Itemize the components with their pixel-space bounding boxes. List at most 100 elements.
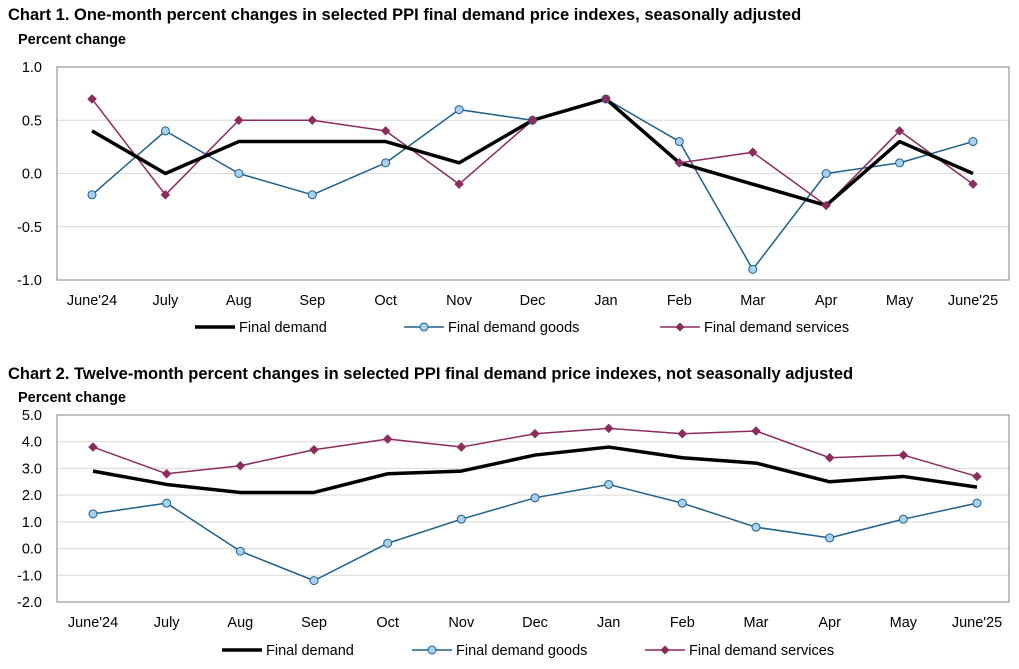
chart2-ytick-label: 1.0 — [22, 515, 42, 531]
chart1-xtick-label: Mar — [740, 293, 765, 309]
chart2-xtick-label: June'24 — [68, 615, 118, 631]
chart1-xtick-label: Sep — [299, 293, 325, 309]
chart1-services-point — [821, 200, 832, 211]
chart1-ytick-label: -1.0 — [17, 273, 42, 289]
chart1-legend-label: Final demand — [239, 320, 327, 336]
chart1-goods-point — [895, 158, 905, 168]
chart1-xtick-label: June'24 — [67, 293, 117, 309]
chart2-goods-point — [88, 509, 98, 519]
chart2-xtick-label: Feb — [670, 615, 695, 631]
chart1-goods-point — [968, 137, 978, 147]
chart2-ytick-label: -2.0 — [17, 595, 42, 611]
chart1-ytick-label: 0.0 — [22, 167, 42, 183]
chart2-ytick-label: 5.0 — [22, 408, 42, 424]
chart1-xtick-label: Feb — [667, 293, 692, 309]
chart2-xtick-label: Sep — [301, 615, 327, 631]
chart1-legend-marker — [419, 322, 429, 332]
chart2-services-point — [972, 471, 982, 482]
chart1-xtick-label: Aug — [226, 293, 252, 309]
chart2-xtick-label: Mar — [744, 615, 769, 631]
chart1-plot-area — [56, 66, 1010, 281]
chart2-ylabel: Percent change — [18, 390, 126, 406]
chart1-services-point — [160, 189, 171, 200]
chart1-ytick-label: 1.0 — [22, 60, 42, 76]
chart2-goods-point — [383, 538, 393, 548]
chart1-legend-marker — [675, 322, 685, 332]
chart2-ytick-label: 0.0 — [22, 542, 42, 558]
chart2-goods-point — [309, 576, 319, 586]
chart2-services-point — [456, 442, 467, 452]
chart1-services-point — [87, 94, 97, 104]
chart2-xtick-label: Apr — [818, 615, 841, 631]
chart2-services-point — [88, 442, 98, 452]
chart1-services-point — [894, 126, 905, 136]
chart1-ylabel: Percent change — [18, 32, 126, 48]
chart1-services-point — [380, 126, 391, 136]
chart2-ytick-label: 3.0 — [22, 461, 42, 477]
chart1-goods-point — [381, 158, 391, 168]
chart2-goods-point — [677, 498, 687, 508]
chart2-services-point — [898, 450, 909, 460]
chart2-goods-point — [898, 514, 908, 524]
chart1-legend-label: Final demand goods — [448, 320, 579, 336]
chart1-goods-point — [234, 169, 244, 178]
chart1-services-point — [454, 179, 464, 190]
chart2-legend-label: Final demand services — [689, 643, 834, 659]
chart2-series-line-final-demand — [92, 445, 978, 495]
chart1-xtick-label: Oct — [374, 293, 397, 309]
chart1-goods-point — [160, 126, 170, 136]
chart1-ytick-label: 0.5 — [22, 113, 42, 129]
chart2-goods-point — [235, 546, 245, 556]
chart2-services-point — [530, 428, 540, 439]
chart2-xtick-label: May — [890, 615, 918, 631]
chart2-legend-marker — [660, 645, 670, 655]
chart1-xtick-label: July — [153, 293, 180, 309]
chart2-services-point — [751, 426, 761, 436]
chart2-goods-point — [162, 498, 172, 508]
chart1-title: Chart 1. One-month percent changes in se… — [8, 6, 802, 24]
chart2-xtick-label: Dec — [522, 615, 548, 631]
chart1-goods-point — [87, 190, 97, 200]
chart2-plot-area — [56, 414, 1010, 603]
chart2-xtick-label: Aug — [227, 615, 253, 631]
chart1-goods-point — [307, 190, 317, 200]
chart2-services-point — [603, 423, 614, 434]
chart2-legend-label: Final demand goods — [456, 643, 587, 659]
chart2-goods-point — [456, 514, 466, 524]
chart1-services-point — [601, 94, 611, 104]
chart2-xtick-label: Oct — [376, 615, 399, 631]
chart1-legend-label: Final demand services — [704, 320, 849, 336]
chart2-goods-point — [530, 493, 540, 503]
chart2-xtick-label: June'25 — [952, 615, 1002, 631]
chart1-xtick-label: May — [886, 293, 914, 309]
chart1-goods-point — [748, 264, 758, 274]
chart1-series-line-final-demand-services — [91, 98, 974, 207]
chart2-xtick-label: July — [154, 615, 181, 631]
chart2-xtick-label: Nov — [448, 615, 475, 631]
chart2-services-point — [235, 460, 246, 471]
chart1-goods-point — [454, 105, 464, 115]
chart2-ytick-label: -1.0 — [17, 568, 42, 584]
chart2-legend-label: Final demand — [266, 643, 354, 659]
chart1-services-point — [307, 115, 318, 126]
chart1-services-point — [674, 157, 685, 168]
chart2-goods-point — [604, 479, 614, 489]
chart1-xtick-label: Apr — [815, 293, 838, 309]
chart1-xtick-label: June'25 — [948, 293, 998, 309]
chart2-goods-point — [972, 498, 982, 508]
chart2-goods-point — [751, 522, 761, 532]
chart1-goods-point — [674, 137, 684, 147]
chart2-services-point — [382, 434, 393, 444]
chart2-ytick-label: 4.0 — [22, 435, 42, 451]
chart2-services-point — [824, 452, 835, 463]
chart2-services-point — [161, 468, 172, 479]
chart1-xtick-label: Nov — [446, 293, 473, 309]
chart1-services-point — [233, 115, 244, 126]
chart1-services-point — [747, 147, 758, 158]
chart1-ytick-label: -0.5 — [17, 220, 42, 236]
chart2-title: Chart 2. Twelve-month percent changes in… — [8, 365, 854, 383]
chart1-services-point — [527, 115, 538, 126]
chart2-services-point — [309, 444, 319, 455]
chart2-legend-marker — [427, 645, 437, 655]
